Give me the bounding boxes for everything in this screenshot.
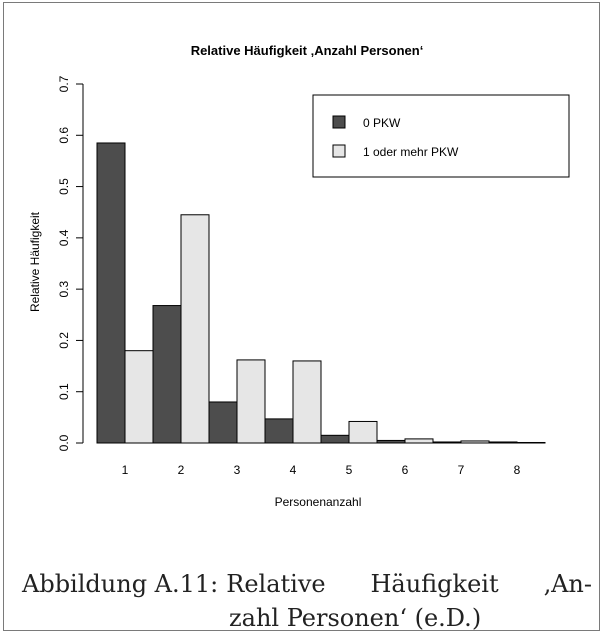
figure-caption: Abbildung A.11: Relative Häufigkeit ‚An-… [22, 567, 592, 635]
y-tick-label: 0.0 [57, 434, 71, 451]
x-axis-label: Personenanzahl [275, 495, 362, 509]
bar-0-pkw-6 [376, 439, 406, 444]
bar-0-pkw-3 [208, 401, 238, 444]
legend-box [312, 94, 570, 178]
caption-word: ‚An- [543, 570, 592, 598]
bar-0-pkw-4 [264, 418, 294, 444]
x-tick-label: 4 [290, 463, 297, 477]
bar-1-oder-mehr-pkw-8 [516, 441, 546, 444]
caption-word: Häufigkeit [370, 570, 499, 598]
y-axis-label: Relative Häufigkeit [28, 211, 42, 312]
bar-0-pkw-8 [488, 441, 518, 444]
x-tick-label: 1 [122, 463, 129, 477]
bar-1-oder-mehr-pkw-7 [460, 440, 490, 444]
y-axis-ticks: 0.0 0.1 0.2 0.3 0.4 0.5 0.6 0.7 [57, 75, 83, 451]
x-tick-label: 2 [178, 463, 185, 477]
y-tick-label: 0.5 [57, 178, 71, 195]
caption-text-line1: Relative Häufigkeit ‚An- [218, 567, 592, 601]
bar-1-oder-mehr-pkw-6 [404, 438, 434, 444]
bar-1-oder-mehr-pkw-5 [348, 420, 378, 444]
bar-1-oder-mehr-pkw-2 [180, 214, 210, 444]
x-tick-label: 8 [514, 463, 521, 477]
x-tick-label: 5 [346, 463, 353, 477]
legend-swatch-0-pkw [332, 115, 346, 129]
x-tick-label: 7 [458, 463, 465, 477]
bar-chart: Relative Häufigkeit ‚Anzahl Personen‘ Re… [28, 43, 570, 509]
caption-word: Relative [226, 570, 326, 598]
y-tick-label: 0.3 [57, 280, 71, 297]
bar-0-pkw-7 [432, 441, 462, 444]
bar-0-pkw-1 [96, 142, 126, 444]
y-tick-label: 0.4 [57, 229, 71, 246]
legend-label-0-pkw: 0 PKW [363, 116, 401, 130]
bar-0-pkw-5 [320, 434, 350, 444]
legend: 0 PKW 1 oder mehr PKW [312, 94, 570, 178]
legend-label-1-oder-mehr-pkw: 1 oder mehr PKW [363, 145, 459, 159]
y-tick-label: 0.6 [57, 127, 71, 144]
x-axis-tick-labels: 1 2 3 4 5 6 7 8 [122, 463, 521, 477]
bar-1-oder-mehr-pkw-4 [292, 360, 322, 444]
bars-group [96, 142, 546, 444]
caption-label: Abbildung A.11: [22, 570, 219, 598]
bar-1-oder-mehr-pkw-1 [124, 350, 154, 444]
y-tick-label: 0.2 [57, 332, 71, 349]
bar-1-oder-mehr-pkw-3 [236, 359, 266, 444]
y-tick-label: 0.7 [57, 75, 71, 92]
x-tick-label: 3 [234, 463, 241, 477]
legend-swatch-1-oder-mehr-pkw [332, 144, 346, 158]
caption-text-line2: zahl Personen‘ (e.D.) [229, 604, 482, 632]
chart-title: Relative Häufigkeit ‚Anzahl Personen‘ [191, 43, 424, 58]
bar-0-pkw-2 [152, 305, 182, 444]
y-tick-label: 0.1 [57, 383, 71, 400]
x-tick-label: 6 [402, 463, 409, 477]
